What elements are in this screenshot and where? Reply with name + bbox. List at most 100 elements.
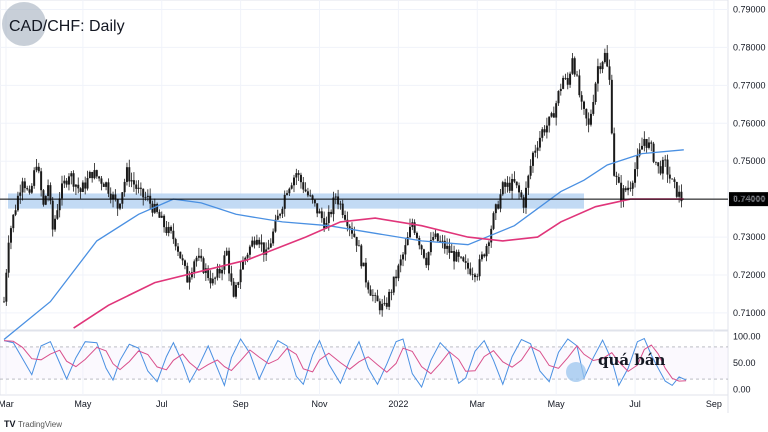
candle-body: [332, 197, 335, 215]
stochastic-band: [0, 347, 728, 379]
candle-body: [418, 237, 421, 246]
candle-body: [641, 145, 643, 150]
candle-body: [30, 185, 33, 193]
candle-body: [631, 182, 634, 189]
candle-body: [485, 246, 488, 257]
stochastic-axis: 100.00 50.00 0.00: [733, 331, 761, 394]
candle-body: [276, 215, 279, 220]
candle-body: [327, 211, 330, 224]
candle-body: [172, 230, 175, 240]
indicator-pane: [0, 330, 729, 396]
candle-body: [564, 77, 567, 79]
candle-body: [525, 187, 527, 208]
candle-body: [376, 295, 379, 302]
moving-averages: [3, 149, 684, 341]
candle-body: [51, 200, 54, 230]
candle-body: [119, 203, 121, 209]
candle-body: [467, 262, 469, 269]
candle-body: [337, 196, 340, 205]
candle-body: [190, 272, 193, 278]
candle-body: [557, 91, 560, 104]
candle-body: [501, 182, 504, 195]
candle-body: [362, 262, 365, 267]
candle-body: [160, 215, 163, 218]
candle-body: [622, 188, 625, 201]
candle-body: [360, 245, 363, 267]
candle-body: [40, 171, 43, 191]
candle-body: [460, 256, 463, 258]
candle-body: [211, 278, 214, 284]
candle-body: [617, 177, 620, 183]
candle-body: [144, 197, 147, 198]
price-tick-label: 0.78000: [733, 42, 766, 52]
candle-body: [167, 226, 170, 234]
candle-body: [188, 277, 191, 283]
candle-body: [680, 191, 683, 202]
candle-body: [320, 211, 323, 219]
candle-body: [522, 197, 525, 208]
price-tick-label: 0.76000: [733, 118, 766, 128]
candle-body: [643, 138, 646, 146]
candle-body: [353, 233, 356, 237]
candle-body: [5, 272, 8, 302]
candle-body: [297, 173, 300, 175]
candle-body: [237, 282, 240, 286]
logo-circle-icon: [2, 2, 46, 46]
candle-body: [3, 301, 5, 303]
candle-body: [139, 187, 142, 189]
candle-body: [91, 171, 94, 179]
sma-fast-line: [3, 149, 684, 341]
candle-body: [170, 226, 173, 231]
candle-body: [341, 203, 344, 215]
candle-body: [146, 195, 149, 198]
candle-body: [306, 191, 309, 196]
candle-body: [181, 258, 184, 261]
candle-body: [536, 147, 539, 151]
time-tick-label: Sep: [706, 399, 722, 409]
candle-body: [552, 113, 555, 118]
price-tick-label: 0.77000: [733, 80, 766, 90]
candle-body: [318, 211, 321, 214]
candle-body: [323, 218, 326, 229]
candle-body: [478, 259, 481, 277]
candle-body: [288, 188, 291, 194]
candle-body: [541, 129, 544, 138]
oversold-marker: [566, 362, 586, 382]
candle-body: [409, 226, 411, 238]
candle-body: [487, 242, 490, 247]
candle-body: [534, 150, 537, 153]
time-tick-label: Sep: [233, 399, 249, 409]
brand-logo[interactable]: TV TradingView: [4, 419, 62, 429]
candle-body: [230, 273, 233, 282]
candle-body: [49, 185, 52, 201]
candle-body: [562, 77, 565, 89]
candle-body: [385, 302, 388, 307]
candle-body: [193, 261, 196, 273]
candle-body: [443, 240, 446, 249]
candle-body: [404, 245, 407, 255]
candle-body: [518, 185, 521, 193]
candle-body: [121, 192, 124, 204]
candle-body: [163, 215, 166, 228]
candle-body: [473, 274, 476, 278]
candle-body: [492, 213, 495, 229]
time-axis: MarMayJulSepNov2022MarMayJulSepNov: [0, 399, 722, 409]
candle-body: [102, 183, 105, 187]
candle-body: [339, 203, 342, 205]
price-tick-label: 0.73000: [733, 232, 766, 242]
stochastic-tick-label: 50.00: [733, 358, 756, 368]
candle-body: [620, 182, 623, 201]
candle-body: [432, 237, 435, 241]
candle-body: [216, 268, 219, 278]
candle-body: [100, 178, 103, 184]
candle-body: [543, 129, 546, 133]
candle-body: [571, 58, 574, 74]
tradingview-logo-icon: TV: [4, 419, 16, 429]
stochastic-d-line: [3, 340, 687, 382]
candle-body: [476, 276, 479, 278]
candle-body: [65, 180, 68, 185]
candle-body: [610, 79, 613, 134]
candle-body: [515, 181, 518, 186]
candle-body: [200, 255, 203, 259]
candle-body: [281, 208, 284, 214]
